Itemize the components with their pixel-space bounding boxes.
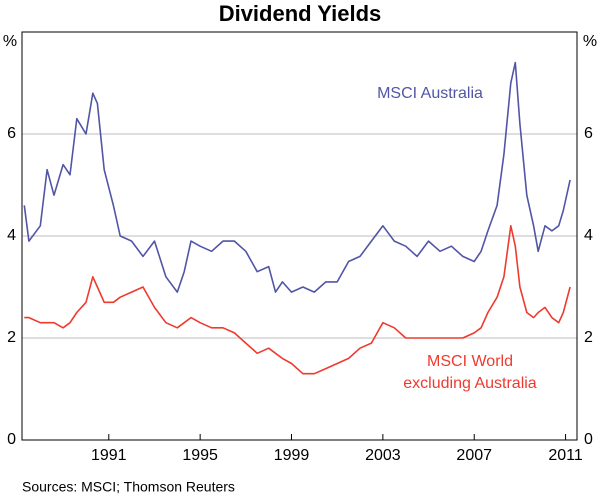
x-tick-label: 2011 (548, 447, 583, 464)
y2-tick-label: 0 (584, 431, 593, 448)
series-label: excluding Australia (403, 375, 537, 392)
x-tick-label: 1999 (274, 447, 310, 464)
x-tick-label: 2003 (365, 447, 401, 464)
chart-title: Dividend Yields (219, 1, 382, 26)
x-tick-label: 1991 (91, 447, 127, 464)
series-line (24, 225, 571, 375)
x-tick-label: 1995 (182, 447, 218, 464)
series-label: MSCI World (427, 353, 513, 370)
y2-tick-label: 6 (584, 125, 593, 142)
y2-unit: % (583, 33, 597, 50)
y2-tick-label: 4 (584, 227, 593, 244)
y-tick-label: 4 (7, 227, 16, 244)
series-line (23, 61, 571, 293)
source-note: Sources: MSCI; Thomson Reuters (22, 479, 235, 495)
x-tick-label: 2007 (456, 447, 492, 464)
y-unit: % (3, 33, 17, 50)
y-tick-label: 6 (7, 125, 16, 142)
y2-tick-label: 2 (584, 329, 593, 346)
y-tick-label: 0 (7, 431, 16, 448)
y-tick-label: 2 (7, 329, 16, 346)
plot-frame (21, 31, 578, 441)
series-label: MSCI Australia (377, 85, 483, 102)
